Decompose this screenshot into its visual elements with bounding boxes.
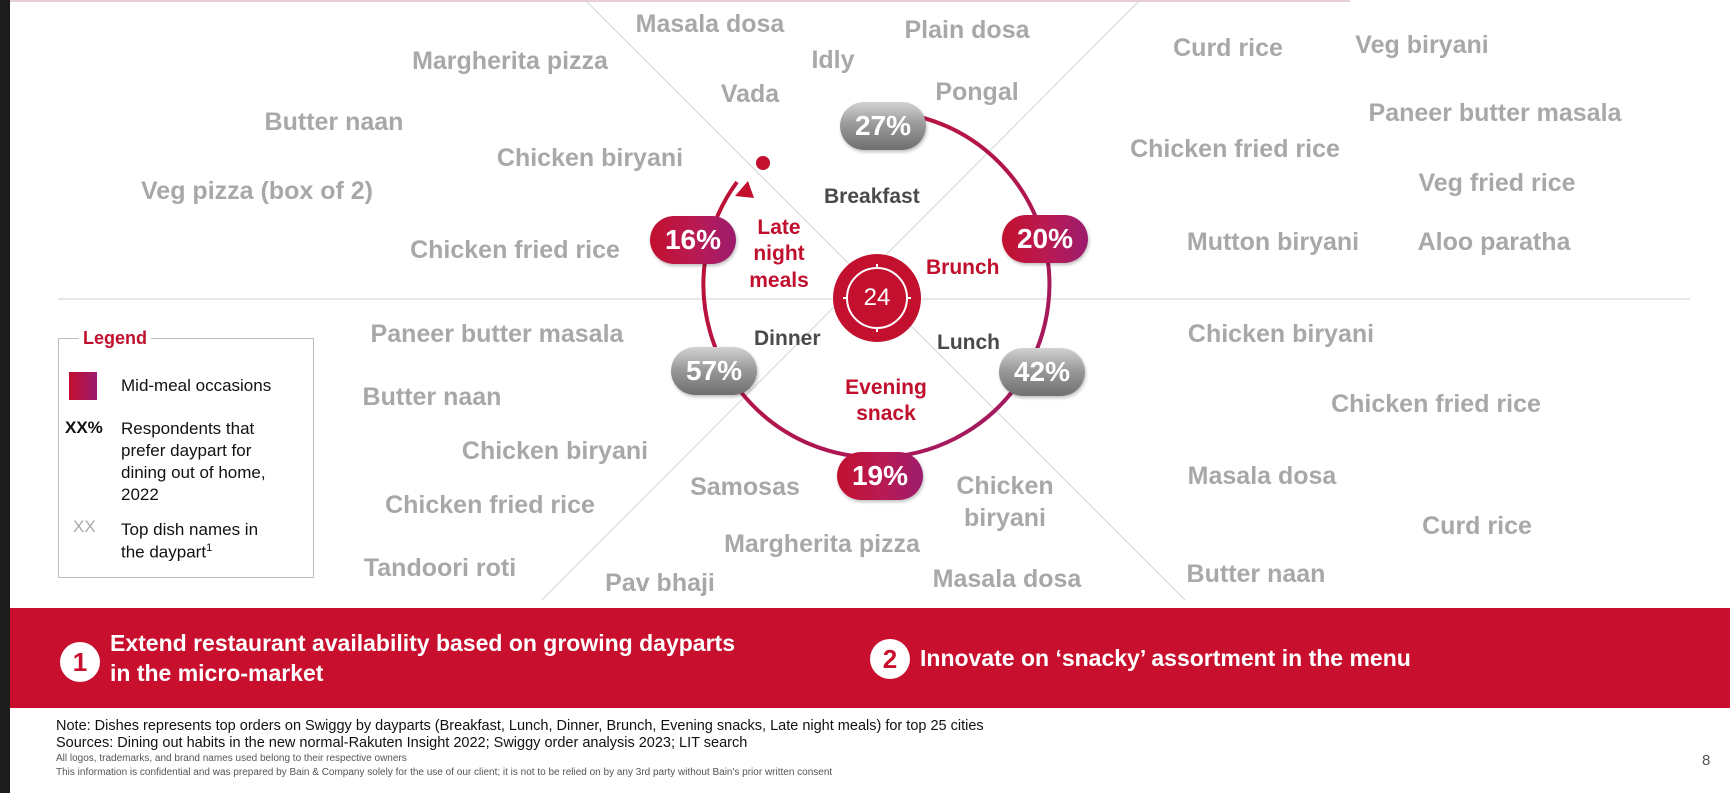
clock-label: 24 bbox=[863, 284, 891, 311]
dish-label: Butter naan bbox=[1186, 560, 1326, 588]
dish-label: Margherita pizza bbox=[724, 530, 920, 558]
evening-snack-pct-pill: 19% bbox=[837, 452, 923, 500]
recommendation-2: Innovate on ‘snacky’ assortment in the m… bbox=[920, 645, 1411, 671]
dish-label: Masala dosa bbox=[932, 565, 1082, 593]
legend-pct-key: XX% bbox=[65, 418, 103, 437]
dish-label: Butter naan bbox=[362, 383, 502, 411]
brunch-pct-pill: 20% bbox=[1002, 215, 1088, 263]
ring-arrowhead bbox=[735, 181, 754, 198]
legend-box: Legend Mid-meal occasions XX% Respondent… bbox=[58, 327, 314, 578]
dish-label: Chicken biryani bbox=[496, 144, 684, 172]
recommendation-number-2: 2 bbox=[870, 639, 910, 679]
dish-label: Pongal bbox=[935, 78, 1019, 106]
dish-label: Curd rice bbox=[1173, 34, 1283, 62]
legend-title: Legend bbox=[79, 327, 152, 349]
recommendation-number-1: 1 bbox=[60, 642, 100, 682]
daypart-label-line: Late bbox=[757, 216, 801, 239]
footnote-disclaimer-confidential: This information is confidential and was… bbox=[56, 767, 833, 778]
dish-label: Idly bbox=[811, 46, 855, 74]
mid-meal-swatch bbox=[69, 372, 97, 400]
clock-24h-icon: 24 bbox=[833, 254, 921, 342]
daypart-ring bbox=[701, 109, 1052, 460]
dish-label: Tandoori roti bbox=[363, 554, 517, 582]
ring-start-dot bbox=[756, 156, 770, 170]
daypart-label-breakfast: Breakfast bbox=[824, 185, 920, 208]
dish-label: Mutton biryani bbox=[1186, 228, 1360, 256]
legend-footnote-marker: 1 bbox=[206, 542, 213, 555]
daypart-label-dinner: Dinner bbox=[754, 327, 821, 350]
legend-mid-meal-text: Mid-meal occasions bbox=[121, 376, 272, 395]
footnote-sources: Sources: Dining out habits in the new no… bbox=[56, 735, 748, 751]
legend-dish-text: Top dish names in the daypart1 bbox=[121, 519, 281, 564]
daypart-label-line: snack bbox=[856, 402, 916, 426]
daypart-label-line: meals bbox=[749, 268, 809, 292]
recommendations-banner: 1 Extend restaurant availability based o… bbox=[10, 608, 1730, 708]
recommendation-1-line: in the micro-market bbox=[110, 659, 324, 686]
dish-label: Chicken fried rice bbox=[410, 236, 620, 264]
dish-label: Veg biryani bbox=[1355, 31, 1489, 59]
dish-label: Chicken bbox=[956, 472, 1054, 500]
dish-label: biryani bbox=[964, 504, 1046, 532]
dish-label: Chicken fried rice bbox=[1331, 390, 1541, 418]
dish-label: Butter naan bbox=[264, 108, 404, 136]
dish-label: Margherita pizza bbox=[412, 47, 608, 75]
page-number: 8 bbox=[1702, 752, 1711, 769]
dish-label: Masala dosa bbox=[1187, 462, 1337, 490]
dish-label: Chicken biryani bbox=[461, 437, 649, 465]
recommendation-1-line: Extend restaurant availability based on … bbox=[110, 630, 735, 656]
slide: Masala dosa Plain dosa Idly Margherita p… bbox=[10, 0, 1730, 793]
dish-label: Plain dosa bbox=[904, 16, 1030, 44]
dish-label: Veg pizza (box of 2) bbox=[141, 177, 373, 205]
dish-label: Veg fried rice bbox=[1418, 169, 1576, 197]
slide-top-line bbox=[10, 0, 1350, 2]
dish-label: Paneer butter masala bbox=[370, 320, 624, 348]
recommendation-1: Extend restaurant availability based on … bbox=[110, 629, 735, 689]
dinner-pct-pill: 57% bbox=[671, 347, 757, 395]
daypart-label-lunch: Lunch bbox=[937, 331, 1000, 354]
dish-label: Paneer butter masala bbox=[1368, 99, 1622, 127]
dish-label: Pav bhaji bbox=[605, 569, 715, 597]
dish-label: Chicken fried rice bbox=[1130, 135, 1340, 163]
daypart-label-brunch: Brunch bbox=[926, 256, 1000, 279]
dish-label: Aloo paratha bbox=[1417, 228, 1571, 256]
dish-label: Masala dosa bbox=[635, 10, 785, 38]
daypart-label-evening-snack: Evening snack bbox=[836, 375, 936, 428]
footnote-note: Note: Dishes represents top orders on Sw… bbox=[56, 718, 984, 734]
footnote-disclaimer-trademarks: All logos, trademarks, and brand names u… bbox=[56, 753, 407, 764]
daypart-label-late-night: Late night meals bbox=[743, 215, 815, 294]
dish-label: Chicken fried rice bbox=[385, 491, 595, 519]
late-night-pct-pill: 16% bbox=[650, 216, 736, 264]
legend-pct-text: Respondents that prefer daypart for dini… bbox=[121, 419, 266, 505]
daypart-label-line: night bbox=[753, 242, 805, 266]
dish-label: Samosas bbox=[690, 473, 800, 501]
dish-label: Vada bbox=[720, 80, 780, 108]
dish-label: Chicken biryani bbox=[1187, 320, 1375, 348]
legend-dish-desc: Top dish names in the daypart bbox=[121, 520, 259, 562]
dish-label: Curd rice bbox=[1422, 512, 1532, 540]
lunch-pct-pill: 42% bbox=[999, 348, 1085, 396]
daypart-label-line: Evening bbox=[845, 376, 927, 399]
legend-dish-key: XX bbox=[73, 517, 96, 536]
breakfast-pct-pill: 27% bbox=[840, 102, 926, 150]
clock-dial bbox=[843, 264, 911, 332]
